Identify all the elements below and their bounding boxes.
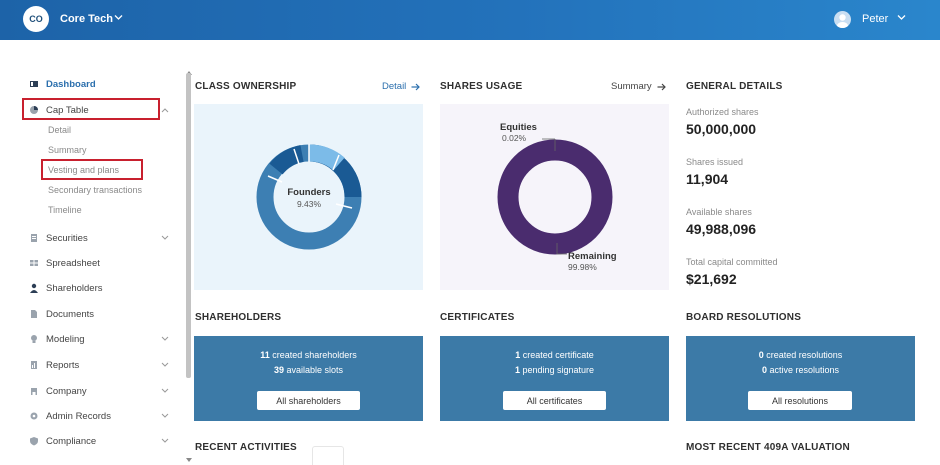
certificates-title: CERTIFICATES [440, 312, 515, 323]
chevron-down-icon[interactable] [161, 388, 169, 394]
sidebar-item-documents[interactable]: Documents [18, 305, 94, 323]
top-bar: CO Core Tech Peter [0, 0, 940, 40]
recent-activities-placeholder [312, 446, 344, 465]
resolutions-active-line: 0 active resolutions [761, 365, 840, 375]
sidebar-subitem-detail[interactable]: Detail [48, 125, 72, 135]
class-ownership-panel [194, 104, 423, 290]
class-ownership-detail-link[interactable]: Detail [382, 81, 421, 92]
shareholders-slots-line: 39 available slots [273, 365, 344, 375]
board-resolutions-card: 0 created resolutions 0 active resolutio… [686, 336, 915, 421]
sidebar-item-company[interactable]: Company [18, 382, 87, 400]
class-ownership-donut-chart[interactable] [254, 142, 364, 252]
chevron-down-icon[interactable] [161, 413, 169, 419]
available-shares-label: Available shares [686, 207, 752, 217]
gear-icon [29, 411, 39, 421]
sidebar-subitem-timeline[interactable]: Timeline [48, 205, 82, 215]
shareholders-title: SHAREHOLDERS [195, 312, 282, 323]
chevron-down-icon[interactable] [161, 438, 169, 444]
arrow-right-icon [657, 83, 666, 90]
class-ownership-title: CLASS OWNERSHIP [195, 81, 297, 92]
chevron-down-icon[interactable] [161, 235, 169, 241]
authorized-shares-label: Authorized shares [686, 107, 759, 117]
user-name[interactable]: Peter [862, 13, 889, 25]
authorized-shares-value: 50,000,000 [686, 121, 757, 137]
class-ownership-center-label: Founders [287, 187, 331, 198]
all-shareholders-button[interactable]: All shareholders [257, 391, 360, 410]
shield-icon [29, 436, 39, 446]
company-avatar[interactable]: CO [23, 6, 49, 32]
scrollbar-thumb[interactable] [186, 73, 191, 378]
shares-usage-equities-label: Equities [500, 122, 537, 133]
shares-usage-donut-chart[interactable] [495, 137, 615, 257]
sidebar-item-admin-records[interactable]: Admin Records [18, 407, 111, 425]
reports-icon [29, 360, 39, 370]
sidebar-item-modeling[interactable]: Modeling [18, 330, 85, 348]
donut-segment-dark-left [269, 145, 305, 175]
total-capital-value: $21,692 [686, 271, 737, 287]
arrow-right-icon [411, 83, 421, 90]
shares-usage-remaining-label: Remaining [568, 251, 617, 262]
sidebar-subitem-summary[interactable]: Summary [48, 145, 87, 155]
company-name[interactable]: Core Tech [60, 13, 113, 25]
recent-activities-title: RECENT ACTIVITIES [195, 442, 297, 453]
available-shares-value: 49,988,096 [686, 221, 757, 237]
certificates-pending-line: 1 pending signature [514, 365, 595, 375]
spreadsheet-icon [29, 258, 39, 268]
shares-issued-value: 11,904 [686, 171, 729, 187]
shares-issued-label: Shares issued [686, 157, 744, 167]
sidebar-item-dashboard[interactable]: Dashboard [18, 75, 96, 93]
total-capital-label: Total capital committed [686, 257, 778, 267]
class-ownership-center-value: 9.43% [296, 199, 322, 209]
all-certificates-button[interactable]: All certificates [503, 391, 606, 410]
highlight-box-vesting [41, 159, 143, 180]
scroll-down-arrow-icon[interactable] [185, 457, 193, 463]
sidebar-item-securities[interactable]: Securities [18, 229, 88, 247]
building-icon [29, 386, 39, 396]
securities-icon [29, 233, 39, 243]
resolutions-created-line: 0 created resolutions [758, 350, 843, 360]
shares-usage-title: SHARES USAGE [440, 81, 523, 92]
donut-segment-light [308, 144, 345, 171]
shares-usage-summary-link[interactable]: Summary [611, 81, 666, 92]
all-resolutions-button[interactable]: All resolutions [748, 391, 852, 410]
shares-usage-panel [440, 104, 669, 290]
board-resolutions-title: BOARD RESOLUTIONS [686, 312, 802, 323]
sidebar-item-cap-table[interactable]: Cap Table [18, 101, 89, 119]
shares-usage-remaining-value: 99.98% [568, 262, 597, 272]
sidebar-item-shareholders[interactable]: Shareholders [18, 279, 103, 297]
document-icon [29, 309, 39, 319]
chevron-up-icon[interactable] [161, 107, 169, 113]
shareholders-created-line: 11 created shareholders [260, 350, 357, 360]
person-icon [29, 283, 39, 293]
user-avatar-icon[interactable] [834, 11, 851, 28]
sidebar-subitem-vesting-and-plans[interactable]: Vesting and plans [48, 165, 120, 175]
sidebar-item-spreadsheet[interactable]: Spreadsheet [18, 254, 100, 272]
certificates-created-line: 1 created certificate [515, 350, 594, 360]
chevron-down-icon[interactable] [897, 14, 906, 21]
shares-usage-equities-value: 0.02% [502, 133, 527, 143]
sidebar-subitem-secondary-transactions[interactable]: Secondary transactions [48, 185, 143, 195]
dashboard-icon [29, 79, 39, 89]
pie-chart-icon [29, 105, 39, 115]
most-recent-409a-title: MOST RECENT 409A VALUATION [686, 442, 850, 453]
chevron-down-icon[interactable] [114, 14, 123, 21]
shareholders-card: 11 created shareholders 39 available slo… [194, 336, 423, 421]
sidebar-item-reports[interactable]: Reports [18, 356, 79, 374]
general-details-title: GENERAL DETAILS [686, 81, 783, 92]
lightbulb-icon [29, 334, 39, 344]
chevron-down-icon[interactable] [161, 336, 169, 342]
sidebar-item-compliance[interactable]: Compliance [18, 432, 96, 450]
certificates-card: 1 created certificate 1 pending signatur… [440, 336, 669, 421]
chevron-down-icon[interactable] [161, 362, 169, 368]
highlight-box-cap-table [22, 98, 160, 120]
